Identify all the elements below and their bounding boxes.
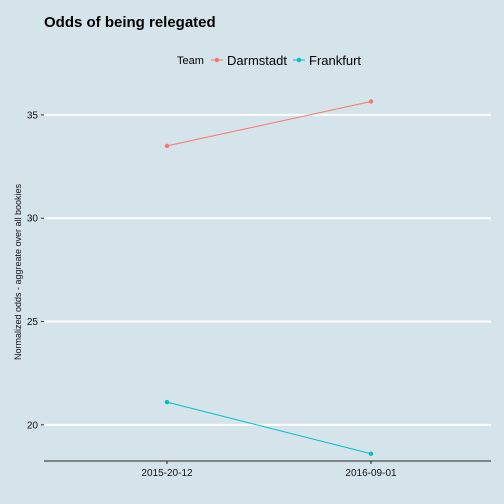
legend-key-point-frankfurt xyxy=(296,57,302,63)
series-darmstadt xyxy=(164,99,374,149)
point-frankfurt-1 xyxy=(368,451,374,456)
point-darmstadt-0 xyxy=(164,143,170,149)
legend: Team Darmstadt Frankfurt xyxy=(177,53,361,68)
series-layer xyxy=(164,99,374,456)
series-line-darmstadt xyxy=(166,101,372,147)
y-tick-label-20: 20 xyxy=(27,420,39,431)
legend-key-point-darmstadt xyxy=(214,57,220,63)
point-frankfurt-0 xyxy=(164,399,170,405)
point-darmstadt-1 xyxy=(368,99,374,104)
legend-item-frankfurt: Frankfurt xyxy=(293,53,361,68)
x-axis: 2015-20-12 2016-09-01 xyxy=(44,460,491,479)
series-line-frankfurt xyxy=(166,401,372,455)
y-tick-label-35: 35 xyxy=(27,110,39,121)
legend-label-darmstadt: Darmstadt xyxy=(227,53,287,68)
x-tick-label-0: 2015-20-12 xyxy=(141,468,193,479)
y-axis: 20 25 30 35 xyxy=(27,110,44,431)
y-tick-label-30: 30 xyxy=(27,214,39,225)
legend-item-darmstadt: Darmstadt xyxy=(211,53,287,68)
series-frankfurt xyxy=(164,399,374,456)
y-tick-label-25: 25 xyxy=(27,317,39,328)
gridlines xyxy=(44,113,491,426)
x-tick-label-1: 2016-09-01 xyxy=(345,468,397,479)
legend-label-frankfurt: Frankfurt xyxy=(309,53,361,68)
legend-title: Team xyxy=(177,55,204,67)
chart-title: Odds of being relegated xyxy=(44,14,216,31)
y-axis-label: Normalized odds - aggreate over all book… xyxy=(13,183,23,360)
